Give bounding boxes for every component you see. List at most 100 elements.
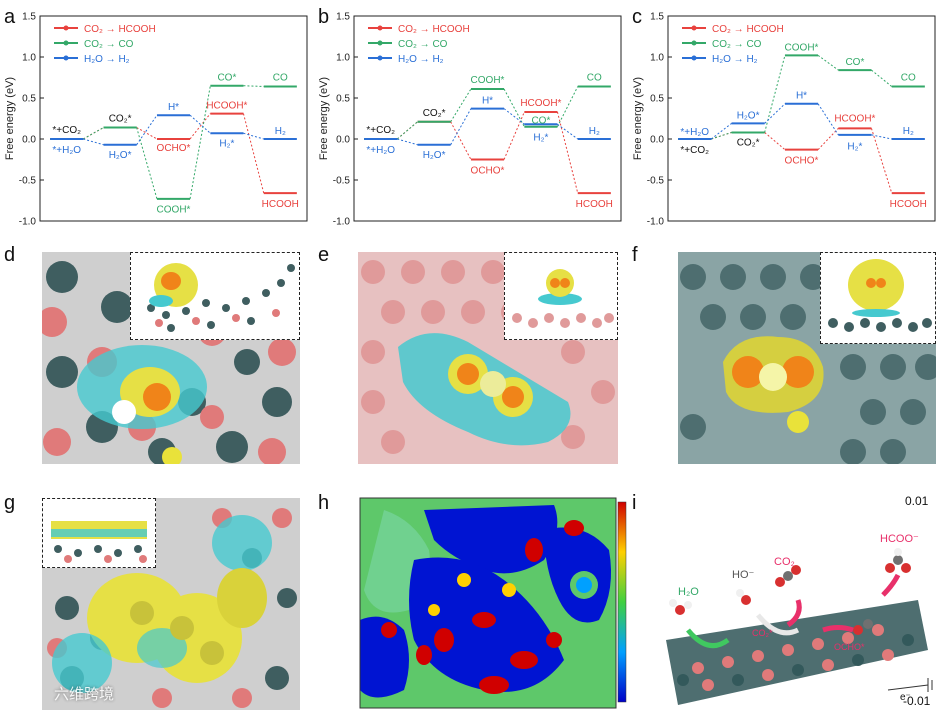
y-tick-label: 1.0 (336, 53, 350, 64)
legend-marker (377, 55, 383, 61)
y-axis-label: Free energy (eV) (632, 77, 644, 160)
plot-frame (353, 15, 622, 222)
energy-connector (556, 111, 579, 194)
energy-connector (136, 127, 158, 140)
energy-connector (136, 127, 158, 199)
state-label: *+H₂O (52, 145, 81, 156)
energy-connector (557, 86, 579, 127)
panel-label-c: c (632, 6, 642, 28)
inset-side-view-g (42, 498, 156, 568)
y-tick-label: -1.0 (333, 217, 351, 228)
energy-connector (83, 127, 104, 140)
state-label: CO* (531, 115, 550, 126)
state-label: H₂* (533, 133, 548, 144)
energy-connector (817, 54, 839, 71)
structure-render-f (678, 252, 936, 464)
state-label: CO (901, 73, 916, 84)
energy-connector (871, 134, 892, 140)
legend-marker (691, 40, 697, 46)
legend-label: H₂O → H₂ (84, 54, 130, 65)
state-label: *+H₂O (680, 127, 709, 138)
y-tick-label: 1.0 (650, 53, 664, 64)
legend-marker (691, 55, 697, 61)
panel-label-b: b (318, 6, 330, 28)
energy-connector (764, 103, 786, 124)
state-label: CO (587, 73, 602, 84)
label-electron: e⁻ (900, 692, 911, 703)
energy-connector (242, 113, 265, 194)
legend-label: CO₂ → HCOOH (398, 24, 470, 35)
y-tick-label: 0.5 (650, 94, 664, 105)
state-label: H₂ (903, 126, 914, 137)
label-ocho: OCHO* (834, 642, 865, 652)
energy-connector (83, 127, 104, 140)
state-label: HCOOH* (834, 114, 875, 125)
plot-frame (39, 15, 308, 222)
reaction-schematic (666, 548, 933, 705)
energy-connector (396, 121, 418, 140)
panel-label-i: i (632, 492, 637, 514)
structure-render-g: 六维跨境 (42, 498, 300, 710)
state-label: H* (482, 96, 493, 107)
energy-connector (503, 88, 525, 127)
y-tick-label: 0.0 (22, 135, 36, 146)
colorbar-max: 0.01 (905, 494, 929, 508)
legend-marker (63, 25, 69, 31)
energy-connector (189, 113, 211, 140)
y-axis-label: Free energy (eV) (4, 77, 16, 160)
energy-connector (450, 121, 472, 160)
charge-density-panel-d: d (0, 240, 313, 470)
state-label: HCOOH (262, 199, 299, 210)
y-tick-label: -0.5 (19, 176, 37, 187)
energy-chart-b: -1.0 -0.5 0.0 0.5 1.0 1.5 Free energy (eV) *+CO… (318, 12, 622, 228)
state-label: H* (796, 91, 807, 102)
contour-map (359, 497, 627, 709)
contour-map-panel-h: h (314, 490, 627, 715)
energy-connector (397, 138, 418, 146)
panel-label-f: f (632, 244, 638, 266)
panel-label-e: e (318, 244, 330, 266)
energy-chart-c: -1.0 -0.5 0.0 0.5 1.0 1.5 Free energy (eV) *+H₂… (632, 12, 936, 228)
legend-marker (63, 40, 69, 46)
y-tick-label: -0.5 (647, 176, 665, 187)
state-label: H₂* (847, 142, 862, 153)
state-label: *+CO₂ (52, 125, 81, 136)
state-label: H₂O* (423, 150, 446, 161)
state-label: OCHO* (157, 143, 191, 154)
legend-label: CO₂ → HCOOH (84, 24, 156, 35)
energy-connector (764, 132, 786, 151)
colorbar (617, 501, 627, 703)
legend-marker (377, 40, 383, 46)
state-label: OCHO* (471, 165, 505, 176)
state-label: H₂O* (737, 110, 760, 121)
energy-connector (711, 131, 732, 140)
legend-marker (377, 25, 383, 31)
state-label: HCOOH* (206, 101, 247, 112)
panel-label-h: h (318, 492, 330, 514)
y-tick-label: 0.5 (336, 94, 350, 105)
label-ho: HO⁻ (732, 569, 755, 581)
panel-label-a: a (4, 6, 16, 28)
y-tick-label: 0.0 (336, 135, 350, 146)
state-label: CO₂* (109, 114, 132, 125)
energy-connector (189, 85, 211, 199)
y-tick-label: -0.5 (333, 176, 351, 187)
energy-connector (871, 69, 893, 87)
energy-connector (710, 123, 732, 140)
state-label: CO₂* (423, 108, 446, 119)
inset-side-view-f (820, 252, 936, 344)
legend-label: CO₂ → CO (84, 39, 134, 50)
state-label: HCOOH (890, 199, 927, 210)
energy-chart-a: -1.0 -0.5 0.0 0.5 1.0 1.5 Free energy (eV) *+CO… (4, 12, 308, 228)
energy-panel-c: c -1.0 -0.5 0.0 0.5 1.0 1.5 Free energy (eV) *+… (628, 0, 941, 235)
label-co2: CO₂ (774, 556, 795, 568)
energy-connector (243, 132, 264, 140)
watermark: 六维跨境 (54, 686, 115, 703)
panel-label-d: d (4, 244, 16, 266)
y-axis-label: Free energy (eV) (318, 77, 330, 160)
state-label: CO₂* (737, 137, 760, 148)
structure-render-d (42, 252, 300, 464)
state-label: CO* (217, 73, 236, 84)
charge-density-panel-e: e (314, 240, 627, 470)
state-label: H₂ (589, 126, 600, 137)
